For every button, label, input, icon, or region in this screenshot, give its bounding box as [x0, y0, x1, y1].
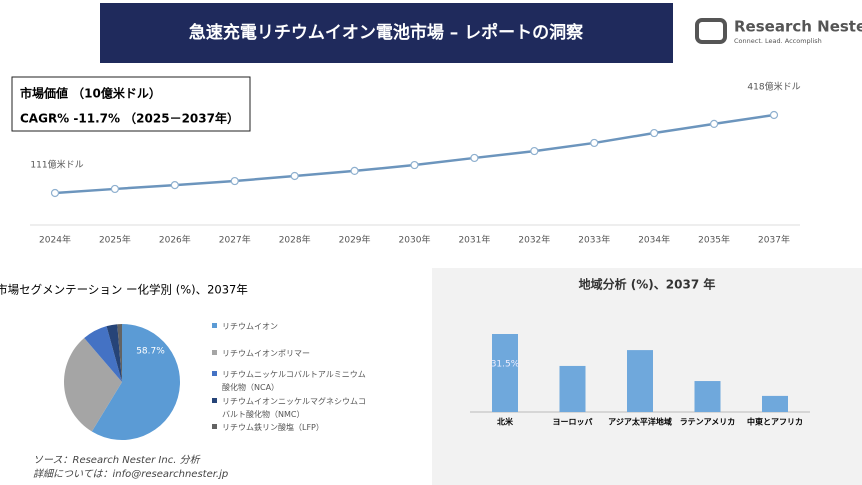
pie-slice — [91, 324, 180, 440]
value-label: 111億米ドル — [30, 159, 83, 171]
pie-slice — [117, 324, 122, 382]
header-bg — [100, 3, 673, 63]
source: ソース：Research Nester Inc. 分析 — [33, 454, 201, 466]
x-tick-label: 北米 — [497, 417, 514, 427]
point — [709, 119, 719, 128]
x-tick-label: ラテンアメリカ — [680, 418, 736, 427]
x-tick-label: 中東とアフリカ — [747, 417, 803, 427]
x-tick-label: 2034年 — [638, 234, 670, 246]
point — [290, 171, 299, 181]
legend-label: リチウム鉄リン酸塩（LFP） — [222, 423, 324, 432]
x-tick-label: 2030年 — [399, 234, 431, 246]
x-tick-label: 2035年 — [698, 234, 730, 246]
logo-icon — [695, 18, 727, 44]
pie-slice — [106, 324, 122, 382]
legend-label: リチウムイオンポリマー — [222, 349, 310, 358]
point — [590, 138, 599, 148]
point — [530, 146, 539, 156]
x-tick-label: ヨーロッパ — [553, 417, 593, 427]
bar — [627, 350, 653, 412]
logo-tagline: Connect. Lead. Accomplish — [734, 37, 822, 45]
cagr: CAGR% -11.7% （2025－2037年） — [20, 111, 239, 126]
bar — [762, 395, 788, 412]
market-value: 市場価値 （10億米ドル） — [20, 86, 161, 101]
value-label: 58.7% — [136, 346, 165, 356]
logo-name: Research Nester — [734, 18, 862, 36]
contact: 詳細については：info@researchnester.jp — [33, 468, 228, 480]
point — [470, 153, 479, 163]
x-tick-label: 2029年 — [339, 234, 371, 246]
legend-swatch — [212, 350, 217, 355]
x-tick-label: 2027年 — [219, 234, 251, 246]
x-tick-label: 2028年 — [279, 234, 311, 246]
x-tick-label: 2026年 — [159, 234, 191, 246]
value-label: 418億米ドル — [747, 81, 800, 93]
point — [50, 188, 60, 198]
x-tick-label: 2024年 — [39, 234, 71, 246]
value-label: 31.5% — [491, 360, 520, 370]
bar — [559, 365, 586, 412]
point — [769, 110, 779, 120]
legend-swatch — [212, 323, 217, 328]
x-tick-label: 2033年 — [578, 234, 610, 246]
point — [650, 128, 659, 138]
pie-slice — [84, 326, 122, 382]
info-box — [11, 76, 251, 132]
point — [170, 181, 179, 190]
x-tick-label: 2037年 — [758, 234, 790, 246]
x-tick-label: 2031年 — [458, 234, 490, 246]
x-tick-label: 2032年 — [518, 234, 550, 246]
header-title: 急速充電リチウムイオン電池市場 – レポートの洞察 — [189, 22, 584, 43]
pie-slice — [63, 338, 122, 432]
legend-label: リチウムイオン — [222, 322, 278, 331]
bar — [492, 334, 518, 412]
bar-title: 地域分析 (%)、2037 年 — [579, 277, 716, 292]
legend-label: リチウムイオンニッケルマグネシウムコバルト酸化物（NMC） — [222, 397, 366, 419]
bar — [694, 381, 721, 412]
legend-swatch — [212, 371, 217, 376]
point — [350, 166, 359, 175]
legend-swatch — [212, 424, 217, 429]
point — [110, 184, 120, 194]
pie-title: 市場セグメンテーション ー化学別 (%)、2037年 — [0, 283, 248, 297]
x-tick-label: アジア太平洋地域 — [608, 417, 672, 427]
legend-swatch — [212, 398, 217, 403]
point — [230, 176, 239, 186]
point — [410, 160, 419, 170]
legend-label: リチウムニッケルコバルトアルミニウム酸化物（NCA） — [222, 370, 366, 392]
x-tick-label: 2025年 — [99, 234, 131, 246]
